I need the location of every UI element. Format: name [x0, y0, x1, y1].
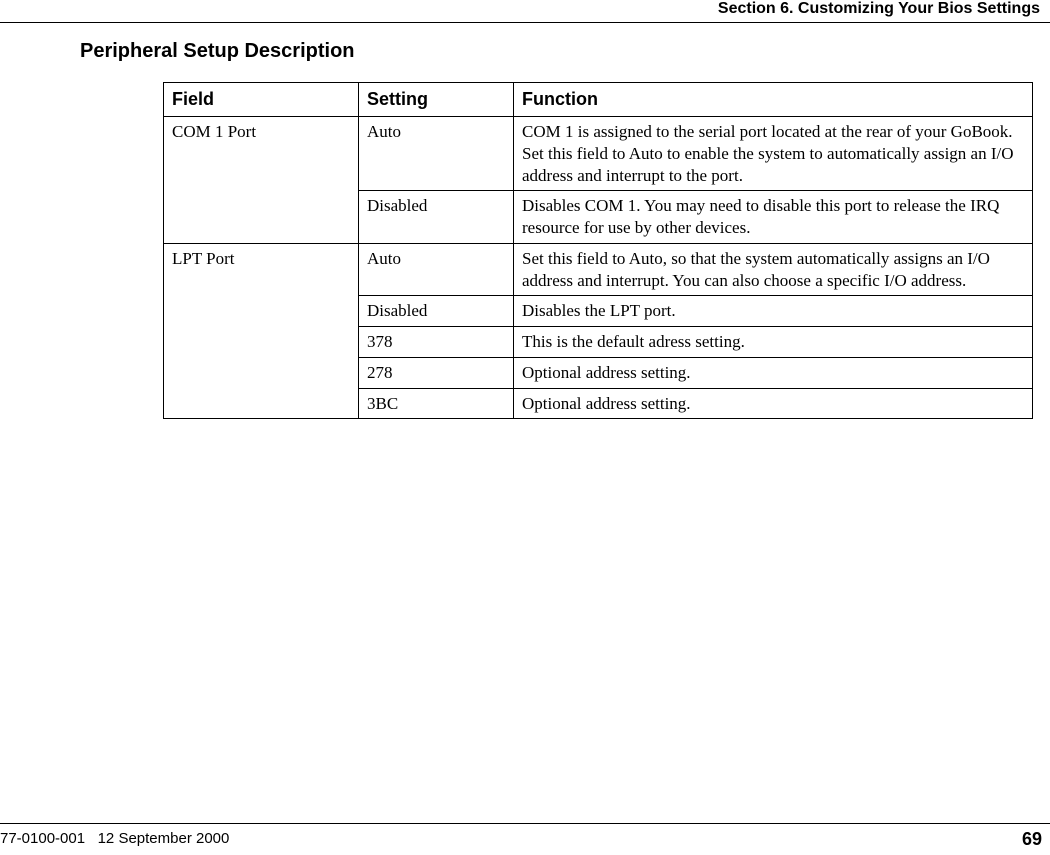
cell-setting: Auto: [359, 243, 514, 296]
cell-setting: Disabled: [359, 191, 514, 244]
footer-left: 77-0100-001 12 September 2000: [0, 830, 229, 847]
cell-setting: 278: [359, 357, 514, 388]
cell-setting: Auto: [359, 117, 514, 191]
page-title: Peripheral Setup Description: [80, 40, 355, 63]
table-row: COM 1 Port Auto COM 1 is assigned to the…: [164, 117, 1033, 191]
table-header-row: Field Setting Function: [164, 83, 1033, 117]
cell-function: Disables the LPT port.: [514, 296, 1033, 327]
cell-field: LPT Port: [164, 243, 359, 419]
top-rule: [0, 22, 1050, 23]
col-setting: Setting: [359, 83, 514, 117]
doc-id: 77-0100-001: [0, 830, 85, 847]
peripheral-setup-table: Field Setting Function COM 1 Port Auto C…: [163, 82, 1033, 419]
col-function: Function: [514, 83, 1033, 117]
bottom-rule: [0, 823, 1050, 824]
cell-setting: 378: [359, 327, 514, 358]
cell-function: This is the default adress setting.: [514, 327, 1033, 358]
page-number: 69: [1022, 829, 1042, 850]
cell-function: Optional address setting.: [514, 357, 1033, 388]
table-row: LPT Port Auto Set this field to Auto, so…: [164, 243, 1033, 296]
cell-field: COM 1 Port: [164, 117, 359, 244]
col-field: Field: [164, 83, 359, 117]
cell-function: COM 1 is assigned to the serial port loc…: [514, 117, 1033, 191]
section-header: Section 6. Customizing Your Bios Setting…: [718, 0, 1040, 18]
cell-function: Set this field to Auto, so that the syst…: [514, 243, 1033, 296]
cell-function: Optional address setting.: [514, 388, 1033, 419]
doc-date: 12 September 2000: [98, 830, 230, 847]
cell-setting: Disabled: [359, 296, 514, 327]
cell-setting: 3BC: [359, 388, 514, 419]
cell-function: Disables COM 1. You may need to disable …: [514, 191, 1033, 244]
